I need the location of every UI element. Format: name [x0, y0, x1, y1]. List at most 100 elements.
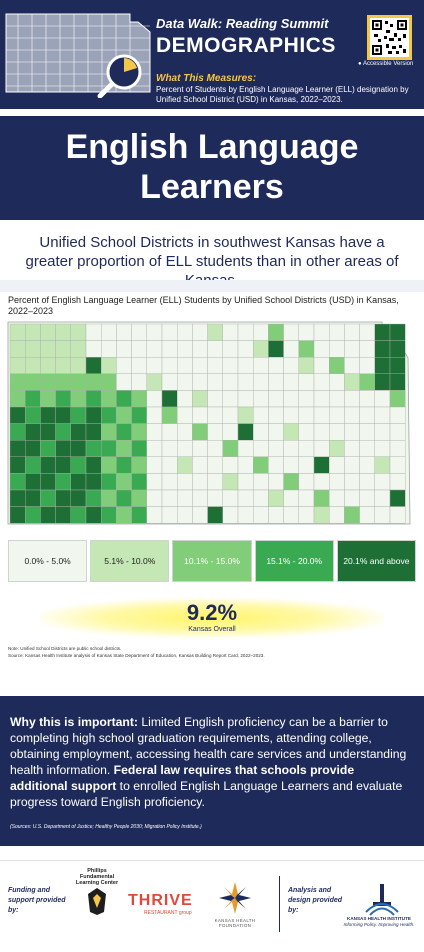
- district-cell: [9, 439, 26, 457]
- district-cell: [313, 489, 330, 507]
- khi-name: KANSAS HEALTH INSTITUTE: [347, 916, 411, 921]
- district-cell: [313, 357, 330, 375]
- district-cell: [176, 439, 193, 457]
- why-body-1: Limited English proficiency can be a bar…: [10, 715, 407, 777]
- district-cell: [298, 506, 315, 524]
- district-cell: [25, 456, 41, 474]
- district-cell: [359, 323, 376, 341]
- district-cell: [237, 489, 254, 507]
- district-cell: [192, 373, 208, 391]
- district-cell: [161, 357, 178, 375]
- district-cell: [192, 423, 208, 441]
- district-cell: [313, 390, 330, 408]
- district-cell: [329, 489, 345, 507]
- district-cell: [131, 506, 147, 524]
- district-cell: [313, 456, 330, 474]
- district-cell: [329, 456, 345, 474]
- district-cell: [268, 357, 284, 375]
- district-cell: [100, 340, 117, 358]
- district-cell: [55, 473, 71, 491]
- district-cell: [116, 489, 132, 507]
- district-cell: [100, 473, 117, 491]
- district-cell: [374, 323, 391, 341]
- title-band: [0, 116, 424, 220]
- district-cell: [9, 473, 26, 491]
- district-cell: [283, 340, 300, 358]
- district-cell: [131, 373, 147, 391]
- district-cell: [268, 423, 284, 441]
- map-title: Percent of English Language Learner (ELL…: [8, 295, 399, 316]
- district-cell: [374, 506, 391, 524]
- district-cell: [146, 489, 163, 507]
- district-cell: [389, 489, 406, 507]
- district-cell: [131, 323, 147, 341]
- district-cell: [329, 373, 345, 391]
- district-cell: [161, 406, 178, 424]
- district-cell: [389, 506, 406, 524]
- district-cell: [40, 323, 56, 341]
- district-cell: [298, 423, 315, 441]
- district-cell: [85, 473, 102, 491]
- district-cell: [161, 323, 178, 341]
- district-cell: [283, 489, 300, 507]
- district-cell: [25, 439, 41, 457]
- district-cell: [70, 390, 87, 408]
- district-cell: [146, 373, 163, 391]
- district-cell: [268, 340, 284, 358]
- district-cell: [359, 340, 376, 358]
- district-cell: [176, 406, 193, 424]
- district-cell: [40, 357, 56, 375]
- why-lead: Why this is important:: [10, 715, 138, 729]
- pflc-logo: Phillips Fundamental Learning Center: [72, 868, 122, 938]
- district-cell: [252, 439, 269, 457]
- district-cell: [344, 439, 360, 457]
- district-cell: [85, 357, 102, 375]
- district-cell: [85, 506, 102, 524]
- district-cell: [389, 406, 406, 424]
- district-cell: [176, 373, 193, 391]
- district-cell: [207, 489, 224, 507]
- district-cell: [268, 439, 284, 457]
- district-cell: [207, 473, 224, 491]
- district-cell: [100, 373, 117, 391]
- district-cell: [116, 323, 132, 341]
- district-cell: [55, 456, 71, 474]
- district-cell: [237, 439, 254, 457]
- district-cell: [237, 456, 254, 474]
- district-cell: [25, 489, 41, 507]
- district-cell: [252, 357, 269, 375]
- district-cell: [313, 506, 330, 524]
- district-cell: [70, 340, 87, 358]
- district-cell: [55, 439, 71, 457]
- analysis-label: Analysis and design provided by:: [288, 887, 343, 914]
- district-cell: [298, 323, 315, 341]
- district-cell: [116, 340, 132, 358]
- header-title: DEMOGRAPHICS: [156, 34, 336, 57]
- qr-code[interactable]: [367, 15, 412, 60]
- district-cell: [9, 323, 26, 341]
- district-cell: [55, 373, 71, 391]
- district-cell: [161, 439, 178, 457]
- source-note: Note: Unified School Districts are publi…: [8, 645, 416, 659]
- district-cell: [298, 439, 315, 457]
- district-cell: [192, 456, 208, 474]
- district-cell: [70, 473, 87, 491]
- district-cell: [161, 473, 178, 491]
- page-title-line-1: English Language: [65, 128, 359, 166]
- district-cell: [344, 406, 360, 424]
- district-cell: [176, 473, 193, 491]
- legend-item: 20.1% and above: [336, 540, 417, 582]
- kansas-overall-value: 9.2%: [186, 600, 238, 625]
- legend-item: 10.1% - 15.0%: [172, 540, 252, 582]
- district-cell: [161, 340, 178, 358]
- district-cell: [116, 373, 132, 391]
- accessible-version-label[interactable]: ● Accessible Version: [358, 61, 414, 67]
- district-cell: [100, 489, 117, 507]
- pflc-name: Phillips Fundamental Learning Center: [75, 868, 119, 886]
- district-cell: [192, 473, 208, 491]
- district-cell: [359, 473, 376, 491]
- district-cell: [329, 357, 345, 375]
- district-cell: [40, 340, 56, 358]
- source-line: Source: Kansas Health Institute analysis…: [8, 653, 265, 658]
- district-cell: [207, 390, 224, 408]
